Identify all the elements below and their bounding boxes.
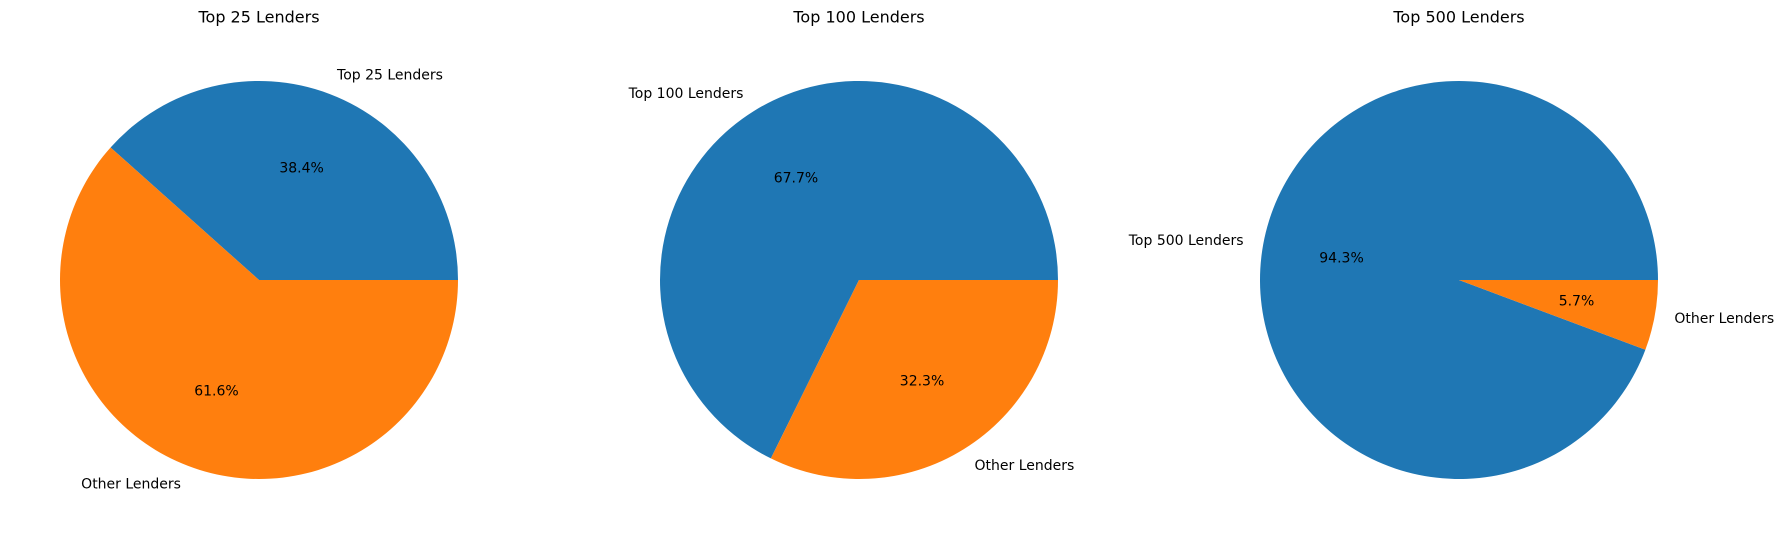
pie-slice [110,80,458,280]
value-label: 32.3% [900,373,944,389]
slice-label: Other Lenders [1674,311,1774,327]
slice-label: Other Lenders [81,477,181,493]
value-label: 38.4% [279,160,323,176]
pie-slice [659,81,1058,459]
pie-slice [1459,280,1658,350]
pie-slice [1259,80,1658,479]
slice-label: Top 500 Lenders [1128,233,1244,249]
value-label: 61.6% [194,384,238,400]
pie-slice [59,147,459,480]
chart-title: Top 500 Lenders [1392,8,1524,27]
chart-title: Top 25 Lenders [197,8,319,27]
value-label: 5.7% [1559,293,1595,309]
slice-label: Top 100 Lenders [628,86,744,102]
value-label: 94.3% [1319,251,1363,267]
chart-title: Top 100 Lenders [792,8,924,27]
slice-label: Top 25 Lenders [336,67,443,83]
value-label: 67.7% [774,171,818,187]
slice-label: Other Lenders [975,458,1075,474]
pie-slice [770,280,1058,479]
